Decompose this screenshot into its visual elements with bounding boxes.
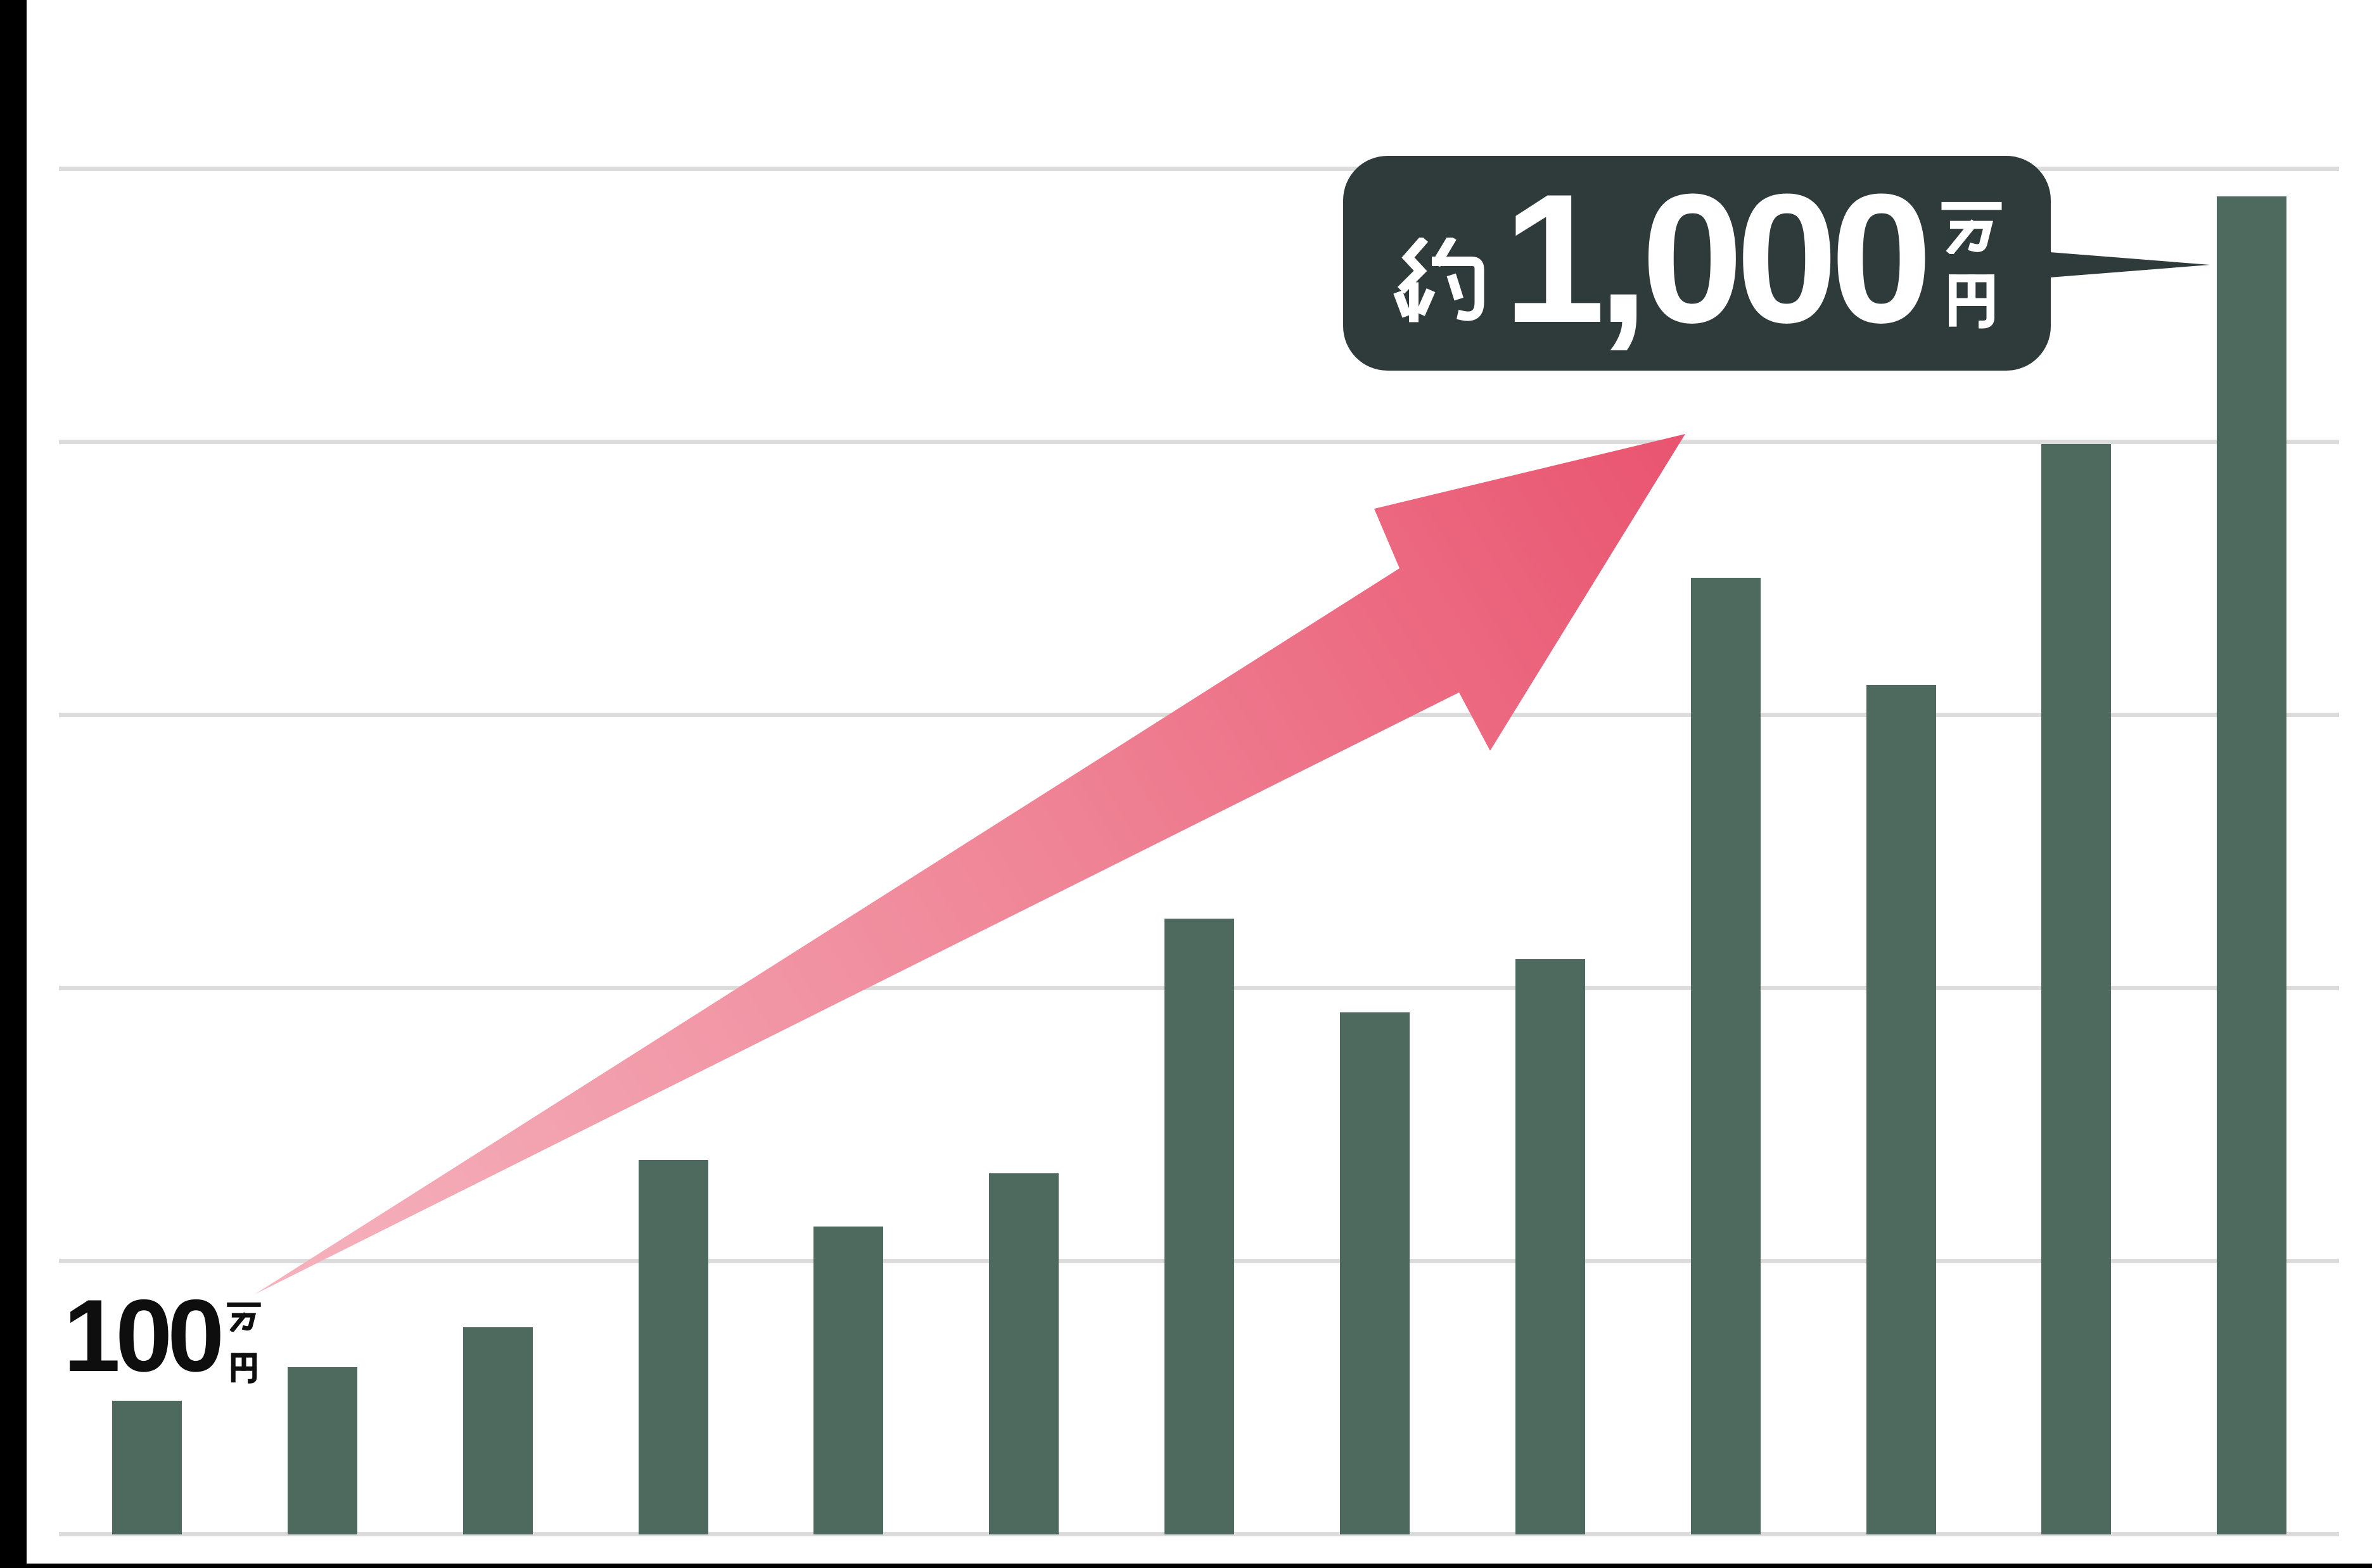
kanji-man-icon [1941, 193, 2002, 254]
start-value-label: 100 [63, 1285, 261, 1387]
bar [813, 1227, 883, 1534]
bar [112, 1401, 182, 1534]
gridline [59, 713, 2339, 717]
bar [1164, 919, 1234, 1534]
bar [2217, 196, 2286, 1534]
bar [1515, 959, 1585, 1534]
callout-number: 1,000 [1503, 155, 1933, 361]
bar [639, 1160, 708, 1534]
gridline [59, 440, 2339, 444]
callout-unit-stack [1941, 193, 2002, 329]
callout-tail-pointer [2050, 252, 2210, 277]
kanji-yaku-icon [1392, 238, 1487, 333]
start-number: 100 [63, 1278, 224, 1393]
kanji-man-icon [227, 1297, 261, 1332]
bar [989, 1173, 1059, 1534]
kanji-en-icon [227, 1349, 261, 1384]
bar [1866, 685, 1936, 1534]
bar [1691, 578, 1761, 1534]
gridline [59, 167, 2339, 171]
start-unit-stack [227, 1297, 261, 1384]
growth-arrow-shape [255, 434, 1685, 1294]
kanji-en-icon [1941, 268, 2002, 329]
callout-bubble: 1,000 [1343, 156, 2051, 371]
bar [2041, 444, 2111, 1534]
left-edge-bar [0, 0, 27, 1568]
bar [288, 1367, 357, 1534]
bar [463, 1327, 533, 1534]
bottom-edge-bar [0, 1564, 2372, 1568]
bar [1340, 1012, 1410, 1534]
